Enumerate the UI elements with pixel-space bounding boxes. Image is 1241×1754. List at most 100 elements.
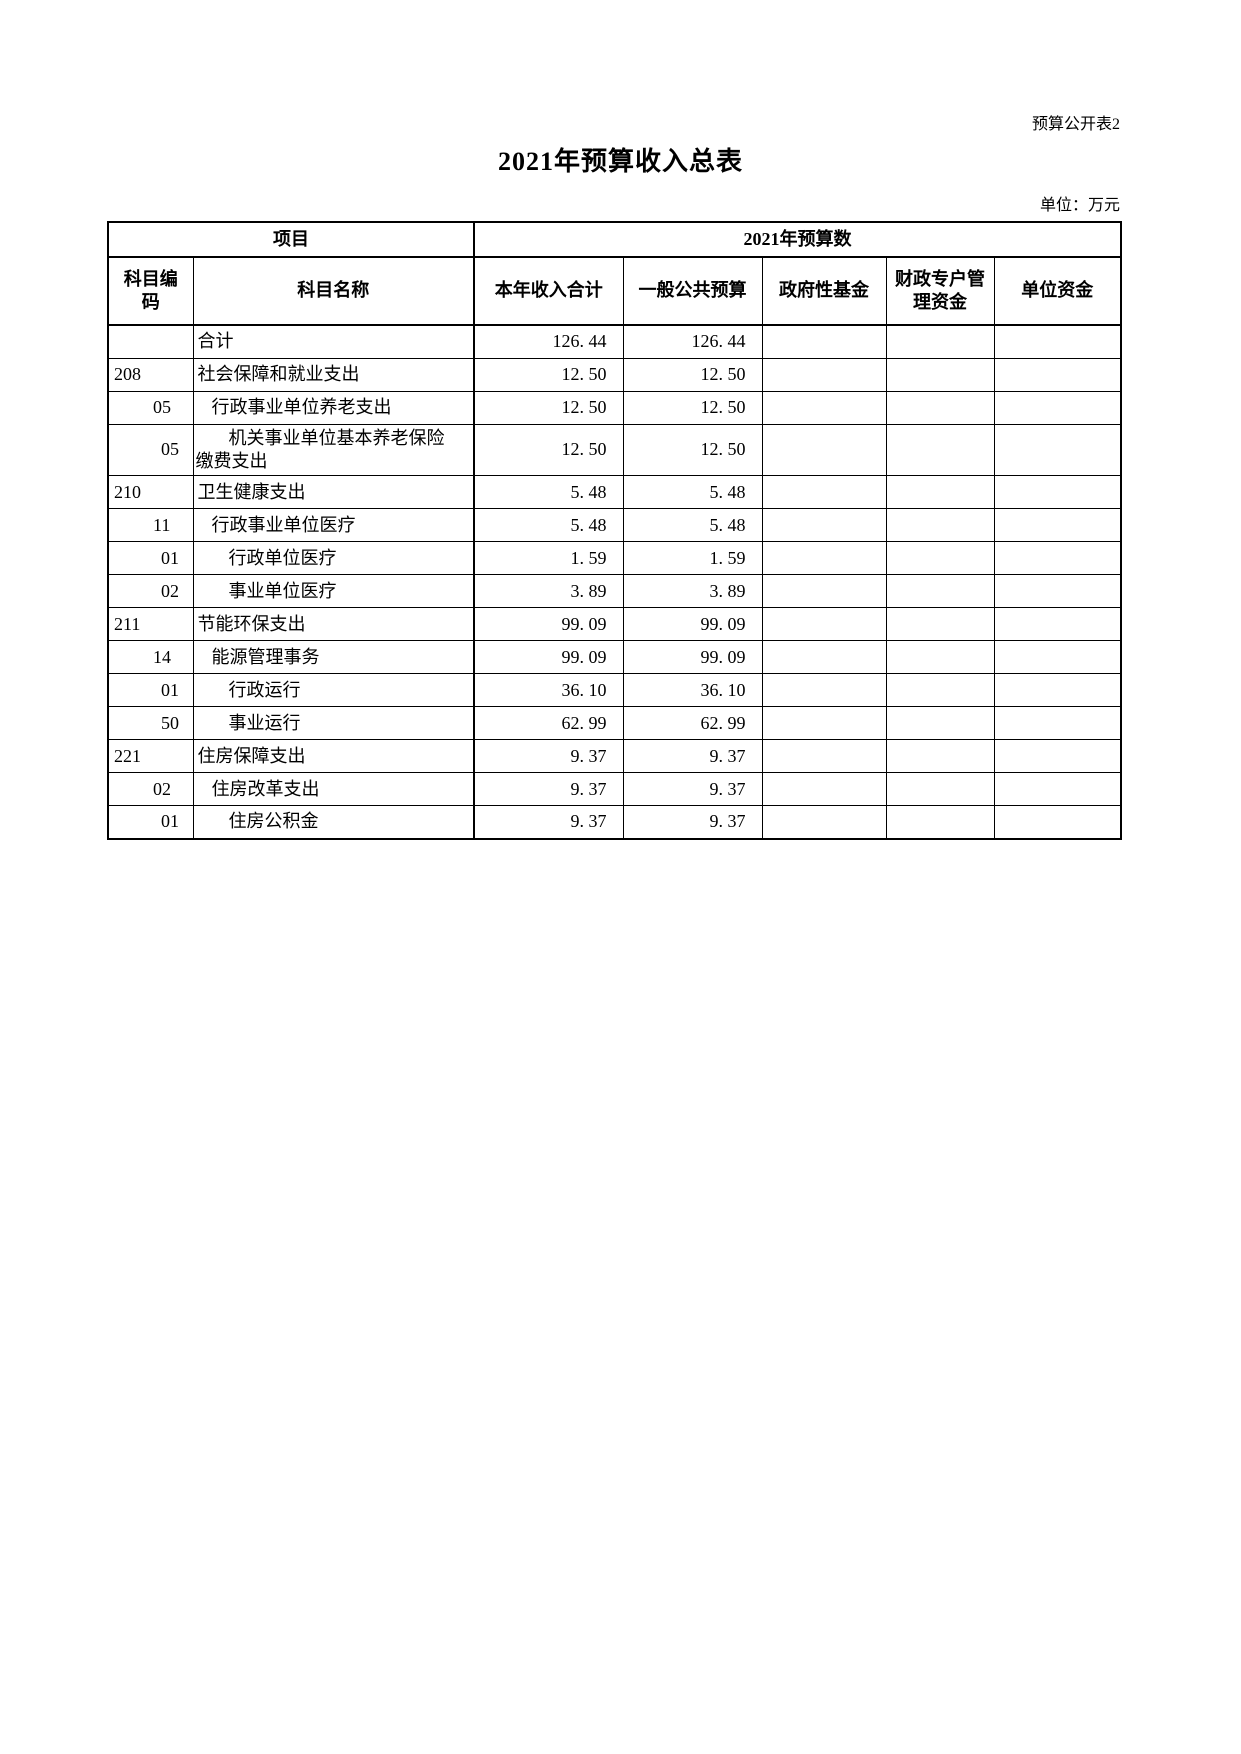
subject-code-cell: 01 [107, 805, 194, 840]
unit-fund-cell [993, 805, 1122, 840]
table-row: 14 能源管理事务 99. 09 99. 09 [107, 640, 1122, 675]
general-public-budget-cell: 1. 59 [622, 541, 763, 576]
subject-name-cell: 事业单位医疗 [192, 574, 475, 609]
subject-code-cell: 211 [107, 607, 194, 642]
subject-name-cell: 行政事业单位医疗 [192, 508, 475, 543]
total-income-cell: 12. 50 [473, 390, 624, 425]
fiscal-special-account-cell [885, 324, 995, 359]
unit-note: 单位：万元 [1039, 197, 1120, 214]
table-row: 208 社会保障和就业支出 12. 50 12. 50 [107, 357, 1122, 392]
general-public-budget-cell: 12. 50 [622, 423, 763, 477]
subject-name-cell: 住房保障支出 [192, 739, 475, 774]
subject-name-cell: 住房改革支出 [192, 772, 475, 807]
fiscal-special-account-cell [885, 805, 995, 840]
table-row: 05 机关事业单位基本养老保险缴费支出 12. 50 12. 50 [107, 423, 1122, 477]
fiscal-special-account-cell [885, 574, 995, 609]
table-body: 合计 126. 44 126. 44 208 社会保障和就业支出 12. 50 … [107, 324, 1122, 840]
table-row: 221 住房保障支出 9. 37 9. 37 [107, 739, 1122, 774]
subject-code-cell: 221 [107, 739, 194, 774]
subject-code-cell: 02 [107, 574, 194, 609]
subject-code-cell: 210 [107, 475, 194, 510]
fiscal-special-account-cell [885, 357, 995, 392]
unit-fund-cell [993, 390, 1122, 425]
fiscal-special-account-cell [885, 739, 995, 774]
unit-fund-cell [993, 357, 1122, 392]
total-income-cell: 5. 48 [473, 475, 624, 510]
government-fund-cell [761, 607, 887, 642]
general-public-budget-cell: 12. 50 [622, 357, 763, 392]
unit-fund-cell [993, 574, 1122, 609]
subject-name-cell: 行政运行 [192, 673, 475, 708]
col-header-general-public-budget: 一般公共预算 [622, 256, 763, 326]
subject-name-cell: 卫生健康支出 [192, 475, 475, 510]
subject-name-cell: 住房公积金 [192, 805, 475, 840]
total-income-cell: 12. 50 [473, 423, 624, 477]
total-income-cell: 1. 59 [473, 541, 624, 576]
government-fund-cell [761, 357, 887, 392]
government-fund-cell [761, 706, 887, 741]
table-row: 211 节能环保支出 99. 09 99. 09 [107, 607, 1122, 642]
subject-code-cell: 208 [107, 357, 194, 392]
total-income-cell: 99. 09 [473, 640, 624, 675]
table-row: 01 行政单位医疗 1. 59 1. 59 [107, 541, 1122, 576]
unit-fund-cell [993, 772, 1122, 807]
total-income-cell: 36. 10 [473, 673, 624, 708]
unit-fund-cell [993, 706, 1122, 741]
total-income-cell: 126. 44 [473, 324, 624, 359]
col-header-total-income: 本年收入合计 [473, 256, 624, 326]
fiscal-special-account-cell [885, 673, 995, 708]
subject-name-cell: 能源管理事务 [192, 640, 475, 675]
subject-name-cell: 社会保障和就业支出 [192, 357, 475, 392]
subject-name-cell: 行政事业单位养老支出 [192, 390, 475, 425]
general-public-budget-cell: 9. 37 [622, 772, 763, 807]
table-row: 01 行政运行 36. 10 36. 10 [107, 673, 1122, 708]
government-fund-cell [761, 805, 887, 840]
col-header-subject-name: 科目名称 [192, 256, 475, 326]
subject-code-cell: 05 [107, 390, 194, 425]
subject-name-cell: 合计 [192, 324, 475, 359]
fiscal-special-account-cell [885, 541, 995, 576]
government-fund-cell [761, 640, 887, 675]
total-income-cell: 9. 37 [473, 805, 624, 840]
government-fund-cell [761, 423, 887, 477]
doc-label: 预算公开表2 [1031, 116, 1120, 133]
budget-table: 项目 2021年预算数 科目编码 科目名称 本年收入合计 一般公共预算 政府性基… [107, 221, 1123, 840]
government-fund-cell [761, 739, 887, 774]
subject-code-cell: 02 [107, 772, 194, 807]
government-fund-cell [761, 574, 887, 609]
unit-fund-cell [993, 423, 1122, 477]
government-fund-cell [761, 475, 887, 510]
general-public-budget-cell: 62. 99 [622, 706, 763, 741]
table-row: 合计 126. 44 126. 44 [107, 324, 1122, 359]
col-header-fiscal-special-account: 财政专户管理资金 [885, 256, 995, 326]
fiscal-special-account-cell [885, 423, 995, 477]
general-public-budget-cell: 9. 37 [622, 739, 763, 774]
unit-fund-cell [993, 739, 1122, 774]
government-fund-cell [761, 390, 887, 425]
unit-fund-cell [993, 324, 1122, 359]
page-title: 2021年预算收入总表 [497, 147, 743, 176]
total-income-cell: 62. 99 [473, 706, 624, 741]
subject-name-cell: 机关事业单位基本养老保险缴费支出 [192, 423, 475, 477]
col-header-subject-code: 科目编码 [107, 256, 194, 326]
header-budget-group: 2021年预算数 [472, 221, 1122, 258]
general-public-budget-cell: 5. 48 [622, 475, 763, 510]
table-row: 02 事业单位医疗 3. 89 3. 89 [107, 574, 1122, 609]
total-income-cell: 12. 50 [473, 357, 624, 392]
government-fund-cell [761, 673, 887, 708]
fiscal-special-account-cell [885, 706, 995, 741]
unit-fund-cell [993, 640, 1122, 675]
total-income-cell: 9. 37 [473, 739, 624, 774]
unit-fund-cell [993, 475, 1122, 510]
table-row: 11 行政事业单位医疗 5. 48 5. 48 [107, 508, 1122, 543]
table-row: 01 住房公积金 9. 37 9. 37 [107, 805, 1122, 840]
government-fund-cell [761, 772, 887, 807]
subject-name-cell: 事业运行 [192, 706, 475, 741]
fiscal-special-account-cell [885, 390, 995, 425]
general-public-budget-cell: 12. 50 [622, 390, 763, 425]
subject-code-cell [107, 324, 194, 359]
general-public-budget-cell: 9. 37 [622, 805, 763, 840]
subject-code-cell: 50 [107, 706, 194, 741]
fiscal-special-account-cell [885, 640, 995, 675]
col-header-government-fund: 政府性基金 [761, 256, 887, 326]
